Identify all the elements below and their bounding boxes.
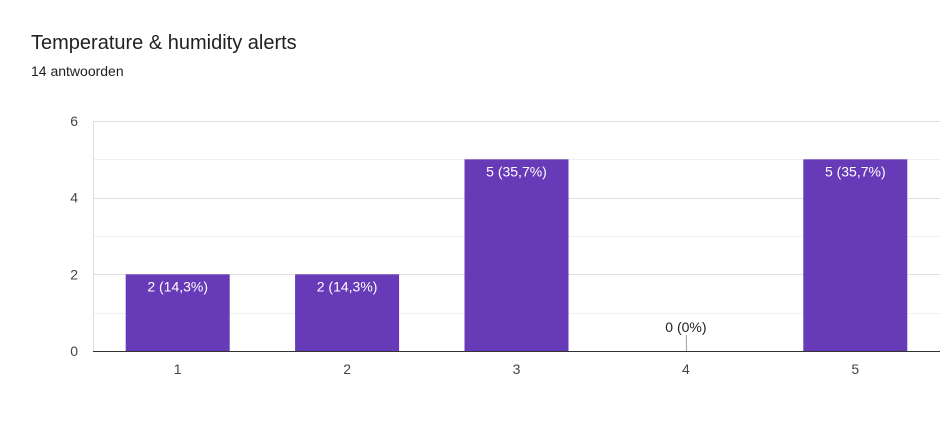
y-tick-label: 2 xyxy=(70,266,78,282)
x-tick-label: 4 xyxy=(682,361,690,377)
bar-label-1: 2 (14,3%) xyxy=(147,278,208,294)
y-tick-label: 4 xyxy=(70,190,78,206)
bar-label-4: 0 (0%) xyxy=(665,319,706,335)
grid-lines xyxy=(93,121,940,351)
bar-label-3: 5 (35,7%) xyxy=(486,163,547,179)
y-tick-label: 6 xyxy=(70,113,78,129)
bar-3 xyxy=(464,159,569,351)
bar-label-2: 2 (14,3%) xyxy=(317,278,378,294)
x-tick-label: 5 xyxy=(851,361,859,377)
bar-2 xyxy=(295,274,400,351)
response-count: 14 antwoorden xyxy=(31,63,124,79)
bar-5 xyxy=(803,159,908,351)
y-tick-label: 0 xyxy=(70,343,78,359)
x-tick-label: 1 xyxy=(174,361,182,377)
x-tick-label: 3 xyxy=(513,361,521,377)
chart-title: Temperature & humidity alerts xyxy=(31,32,297,54)
axes: 0 2 4 6 1 2 3 4 5 xyxy=(70,113,940,377)
data-labels: 2 (14,3%) 2 (14,3%) 5 (35,7%) 0 (0%) 5 (35,7… xyxy=(147,163,885,335)
x-tick-label: 2 xyxy=(343,361,351,377)
bar-label-5: 5 (35,7%) xyxy=(825,163,886,179)
bar-1 xyxy=(125,274,230,351)
bars xyxy=(125,159,908,351)
